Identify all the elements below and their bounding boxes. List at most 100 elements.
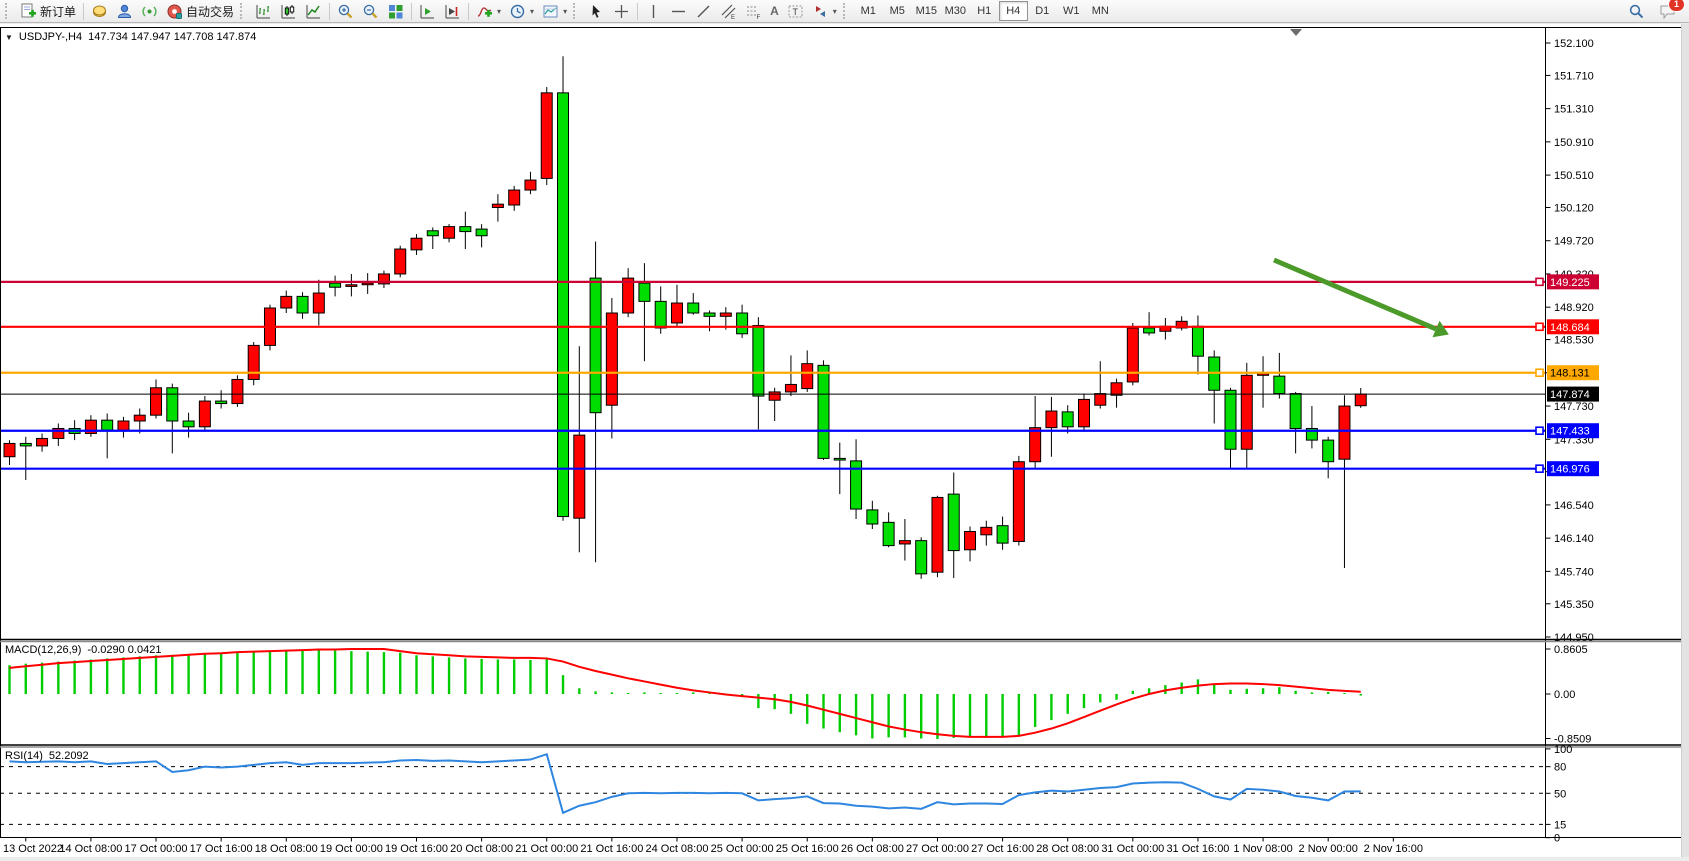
signals-button[interactable]	[137, 0, 162, 23]
candle	[345, 284, 358, 287]
text-tool-button[interactable]: A	[766, 0, 783, 23]
svg-text:F: F	[757, 15, 761, 20]
community-button[interactable]	[112, 0, 137, 23]
timeframe-d1-button[interactable]: D1	[1035, 5, 1050, 17]
candle	[670, 302, 683, 324]
vertical-line-tool-button[interactable]	[641, 0, 666, 23]
fibonacci-tool-button[interactable]: F	[741, 0, 766, 23]
time-tick-label: 24 Oct 08:00	[645, 843, 708, 855]
time-tick-label: 14 Oct 08:00	[59, 843, 122, 855]
price-level-anchor	[1535, 277, 1544, 287]
cursor-icon	[592, 4, 601, 18]
candlestick-mode-button[interactable]	[276, 0, 301, 23]
toolbar-drag-handle[interactable]	[240, 3, 247, 19]
vertical-line-icon	[652, 4, 655, 18]
crosshair-tool-button[interactable]	[609, 0, 634, 23]
new-order-button[interactable]: 新订单	[16, 0, 80, 23]
line-chart-icon	[306, 4, 321, 18]
price-tick-label: 151.310	[1554, 104, 1594, 116]
time-tick-label: 31 Oct 00:00	[1101, 843, 1164, 855]
time-tick-label: 20 Oct 08:00	[450, 843, 513, 855]
rsi-tick-label: 50	[1554, 788, 1566, 800]
bar-chart-mode-button[interactable]	[251, 0, 276, 23]
search-button[interactable]	[1624, 0, 1649, 23]
template-icon	[543, 5, 558, 17]
toolbar-separator	[468, 2, 470, 20]
candle	[443, 226, 456, 239]
auto-scroll-button[interactable]	[415, 0, 440, 23]
time-tick-label: 1 Nov 08:00	[1233, 843, 1292, 855]
arrows-tool-button[interactable]: ▾	[808, 0, 841, 23]
toolbar-separator	[83, 2, 85, 20]
horizontal-lines-layer	[0, 277, 1545, 473]
timeframe-m30-button[interactable]: M30	[944, 5, 966, 17]
svg-text:E: E	[731, 15, 735, 20]
horizontal-line-tool-button[interactable]	[666, 0, 691, 23]
arrows-dropdown-caret[interactable]: ▾	[832, 6, 837, 16]
price-badge-label: 147.433	[1550, 426, 1590, 438]
zoom-in-button[interactable]	[333, 0, 358, 23]
time-tick-label: 25 Oct 00:00	[711, 843, 774, 855]
candle	[1012, 461, 1025, 542]
price-badge	[1547, 386, 1599, 402]
timeframe-m5-button[interactable]: M5	[889, 5, 905, 17]
channel-icon: E	[721, 4, 736, 20]
candle	[410, 237, 423, 251]
horizontal-line-icon	[672, 10, 686, 12]
time-tick-label: 21 Oct 16:00	[580, 843, 643, 855]
chart-objects-caret[interactable]: ▼	[5, 32, 13, 42]
line-chart-mode-button[interactable]	[301, 0, 326, 23]
candle	[296, 295, 309, 314]
toolbar-drag-handle[interactable]	[573, 3, 580, 19]
crosshair-icon	[615, 4, 629, 18]
time-tick-label: 17 Oct 00:00	[125, 843, 188, 855]
notifications-button[interactable]: 1	[1655, 0, 1685, 23]
toolbar-separator	[637, 2, 639, 20]
time-tick-label: 21 Oct 00:00	[515, 843, 578, 855]
trendline-tool-button[interactable]	[691, 0, 716, 23]
timeframe-w1-button[interactable]: W1	[1063, 5, 1080, 17]
auto-trading-button[interactable]: 自动交易	[162, 0, 238, 23]
templates-button[interactable]: ▾	[538, 0, 571, 23]
price-badge	[1547, 365, 1599, 381]
price-tick-label: 147.730	[1554, 401, 1594, 413]
timeframe-mn-button[interactable]: MN	[1091, 5, 1109, 17]
candle	[540, 92, 553, 179]
candle	[638, 282, 651, 302]
candle	[996, 525, 1009, 544]
price-tick-label: 144.950	[1554, 632, 1594, 644]
periods-button[interactable]: ▾	[505, 0, 538, 23]
timeframe-h4-button[interactable]: H4	[998, 1, 1028, 21]
toolbar-drag-handle[interactable]	[842, 3, 850, 19]
timeframe-m15-button[interactable]: M15	[915, 5, 937, 17]
price-tick-label: 151.710	[1554, 70, 1594, 82]
candle	[605, 312, 618, 406]
zoom-out-button[interactable]	[358, 0, 383, 23]
price-level-anchor	[1535, 368, 1544, 378]
candle	[866, 509, 879, 525]
cursor-tool-button[interactable]	[584, 0, 609, 23]
price-badge	[1547, 274, 1599, 290]
candle	[377, 273, 390, 285]
auto-scroll-icon	[420, 4, 435, 18]
toolbar-drag-handle[interactable]	[5, 3, 12, 19]
indicators-dropdown-caret[interactable]: ▾	[497, 6, 502, 16]
templates-dropdown-caret[interactable]: ▾	[563, 6, 568, 16]
candle	[426, 230, 439, 237]
rsi-tick-label: 80	[1554, 762, 1566, 774]
chart-shift-button[interactable]	[440, 0, 465, 23]
deposit-button[interactable]	[87, 0, 112, 23]
text-label-tool-button[interactable]: T	[783, 0, 808, 23]
equidistant-channel-tool-button[interactable]: E	[716, 0, 741, 23]
macd-tick-label: 0.00	[1554, 689, 1575, 701]
indicators-button[interactable]: ▾	[472, 0, 505, 23]
timeframe-h1-button[interactable]: H1	[977, 5, 992, 17]
tile-windows-button[interactable]	[383, 0, 408, 23]
timeframe-m1-button[interactable]: M1	[860, 5, 876, 17]
price-tick-label: 150.910	[1554, 137, 1594, 149]
time-tick-label: 19 Oct 16:00	[385, 843, 448, 855]
periods-dropdown-caret[interactable]: ▾	[530, 6, 535, 16]
candlestick-icon	[281, 4, 296, 18]
